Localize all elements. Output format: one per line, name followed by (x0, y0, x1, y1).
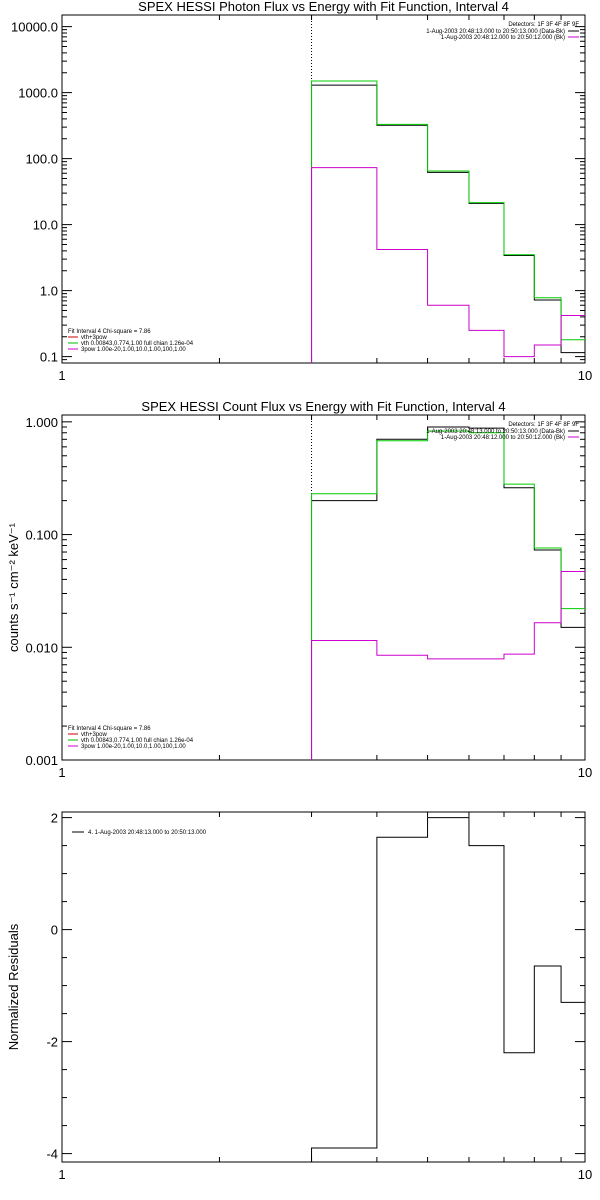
chart-title: SPEX HESSI Photon Flux vs Energy with Fi… (138, 0, 509, 14)
y-tick-label: 1000.0 (18, 86, 58, 101)
step-series-0 (311, 817, 585, 1162)
y-tick-label: -4 (46, 1147, 58, 1162)
count-flux-panel: SPEX HESSI Count Flux vs Energy with Fit… (6, 399, 592, 780)
x-tick-label: 1 (58, 1167, 65, 1182)
plot-area (311, 80, 585, 363)
legend-entry: 1-Aug-2003 20:48:13.000 to 20:50:13.000 … (426, 29, 565, 35)
y-tick-label: -2 (46, 1035, 58, 1050)
y-tick-label: 1.000 (25, 415, 58, 430)
plot-frame (61, 414, 586, 761)
x-tick-label: 10 (578, 368, 592, 383)
y-tick-label: 1.0 (40, 284, 58, 299)
y-tick-label: 0.1 (40, 350, 58, 365)
y-tick-label: 10000.0 (11, 20, 58, 35)
step-series-1 (311, 430, 585, 760)
fit-legend-entry: vth+3pow (81, 732, 108, 738)
legend-header: Detectors: 1F 3F 4F 8F 9F (508, 422, 579, 428)
chart-title: SPEX HESSI Count Flux vs Energy with Fit… (141, 399, 505, 414)
fit-legend-entry: 3pow 1.00e-20,1.00,10.0,1.00,100,1.00 (81, 347, 186, 353)
y-tick-label: 100.0 (25, 152, 58, 167)
y-tick-label: 0 (51, 923, 58, 938)
fit-legend-entry: vth+3pow (81, 335, 108, 341)
plot-area (311, 426, 585, 760)
y-tick-label: 0.010 (25, 640, 58, 655)
step-series-2 (311, 167, 585, 363)
residuals-panel: Normalized Residuals 1 10 2 0 -2 -4 4. 1-Aug-20… (6, 811, 592, 1182)
fit-legend-header: Fit Interval 4 Chi-square = 7.86 (68, 329, 151, 335)
x-tick-label: 10 (578, 1167, 592, 1182)
plot-area (311, 817, 585, 1162)
legend-entry: 1-Aug-2003 20:48:12.000 to 20:50:12.000 … (441, 35, 565, 41)
step-series-0 (311, 426, 585, 760)
fit-legend-entry: vth 0.00843,0.774,1.00 full chian 1.26e-… (81, 341, 194, 347)
x-tick-label: 10 (578, 765, 592, 780)
fit-legend-entry: 3pow 1.00e-20,1.00,10.0,1.00,100,1.00 (81, 744, 186, 750)
x-tick-label: 1 (58, 765, 65, 780)
y-axis-label: counts s⁻¹ cm⁻² keV⁻¹ (6, 522, 21, 652)
y-tick-label: 10.0 (33, 218, 58, 233)
plot-frame (61, 811, 586, 1163)
y-tick-label: 0.001 (25, 753, 58, 768)
photon-flux-panel: SPEX HESSI Photon Flux vs Energy with Fi… (11, 0, 592, 383)
y-tick-label: 0.100 (25, 528, 58, 543)
step-series-2 (311, 571, 585, 760)
legend-entry: 4. 1-Aug-2003 20:48:13.000 to 20:50:13.0… (88, 830, 207, 836)
step-series-1 (311, 80, 585, 363)
fit-legend-entry: vth 0.00843,0.774,1.00 full chian 1.26e-… (81, 738, 194, 744)
y-tick-label: 2 (51, 811, 58, 826)
x-tick-label: 1 (58, 368, 65, 383)
plot-frame (61, 14, 586, 364)
legend-entry: 1-Aug-2003 20:48:12.000 to 20:50:12.000 … (441, 435, 565, 441)
step-series-0 (311, 84, 585, 363)
legend-header: Detectors: 1F 3F 4F 8F 9F (508, 22, 579, 28)
fit-legend-header: Fit Interval 4 Chi-square = 7.86 (68, 726, 151, 732)
y-axis-label: Normalized Residuals (6, 923, 21, 1050)
legend-entry: 1-Aug-2003 20:48:13.000 to 20:50:13.000 … (426, 429, 565, 435)
